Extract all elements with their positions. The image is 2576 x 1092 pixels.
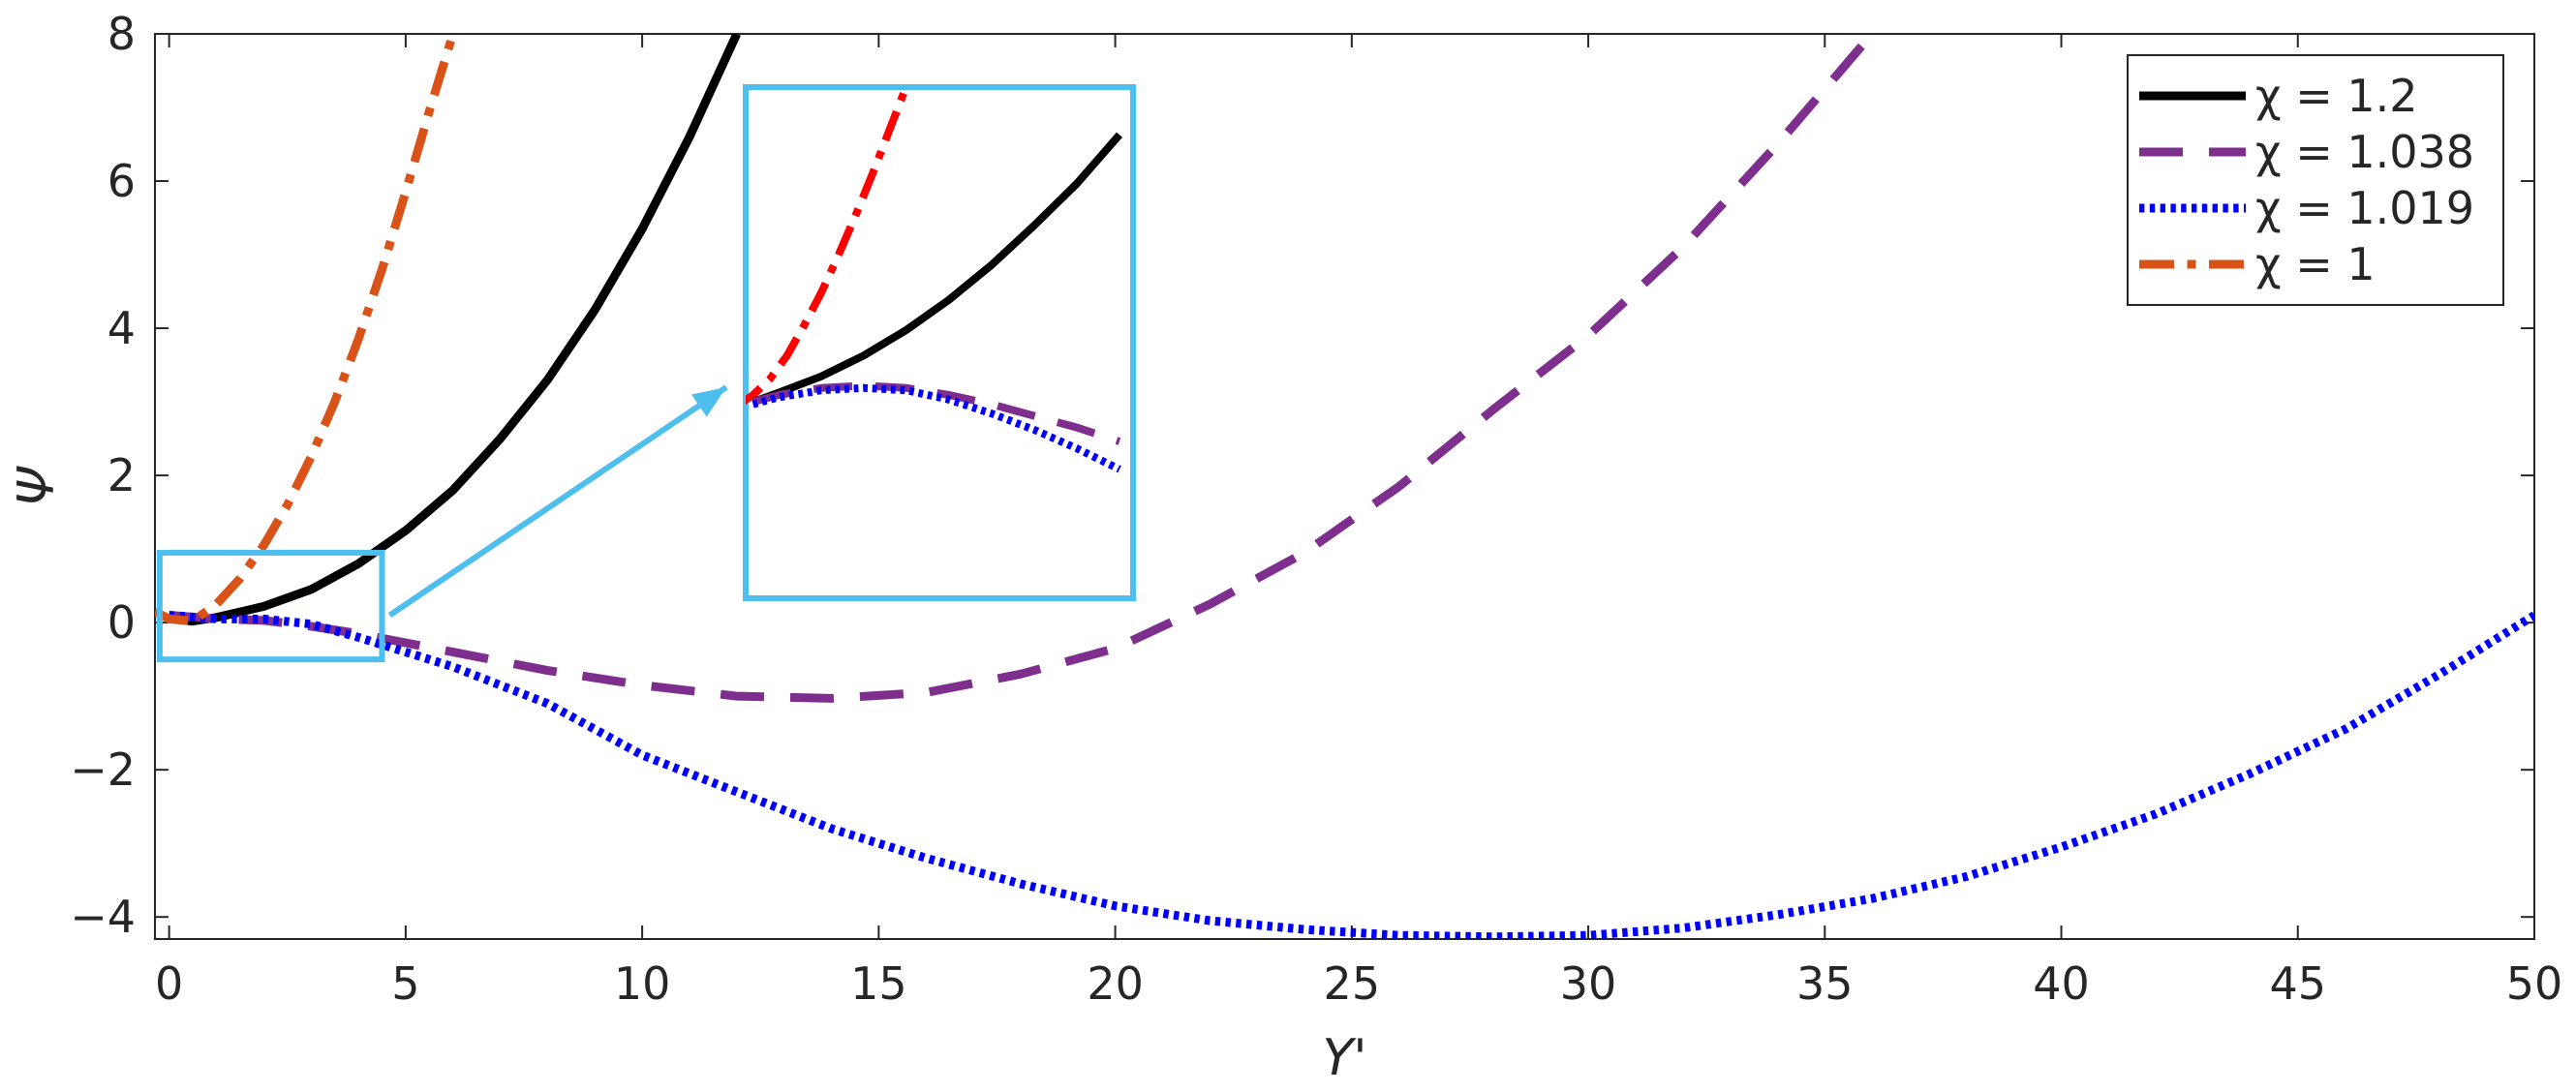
series-line-3 bbox=[169, 611, 2534, 939]
inset-curves bbox=[746, 87, 1123, 473]
x-tick-label: 5 bbox=[391, 957, 419, 1010]
legend-label-3: χ = 1.019 bbox=[2255, 182, 2474, 234]
legend-label-4: χ = 1 bbox=[2255, 238, 2376, 290]
y-tick-label: 4 bbox=[107, 302, 136, 354]
y-tick-label: −4 bbox=[70, 891, 136, 943]
x-tick-label: 35 bbox=[1796, 957, 1854, 1010]
series-line-1 bbox=[169, 34, 741, 626]
zoom-arrow-head bbox=[691, 387, 726, 417]
zoom-region-box bbox=[156, 549, 385, 663]
x-tick-label: 40 bbox=[2033, 957, 2090, 1010]
series-line-4 bbox=[155, 34, 458, 626]
inset-group bbox=[156, 84, 1136, 663]
x-tick-label: 10 bbox=[614, 957, 671, 1010]
inset-series-line-4 bbox=[751, 383, 1121, 473]
zoom-arrow bbox=[387, 384, 728, 619]
x-tick-label: 50 bbox=[2506, 957, 2563, 1010]
x-tick-label: 20 bbox=[1087, 957, 1144, 1010]
y-tick-label: −2 bbox=[70, 743, 136, 796]
x-tick-label: 45 bbox=[2269, 957, 2326, 1010]
x-tick-label: 25 bbox=[1324, 957, 1381, 1010]
y-tick-label: 8 bbox=[107, 8, 136, 60]
y-tick-label: 0 bbox=[107, 596, 136, 649]
series-group bbox=[155, 34, 2534, 939]
legend-label-1: χ = 1.2 bbox=[2255, 70, 2418, 122]
x-tick-label: 30 bbox=[1560, 957, 1617, 1010]
y-axis-label: Ψ bbox=[8, 466, 66, 506]
legend-label-2: χ = 1.038 bbox=[2255, 126, 2474, 178]
plot-frame bbox=[154, 33, 2535, 940]
y-tick-label: 6 bbox=[107, 155, 136, 207]
inset-series-line-2 bbox=[751, 132, 1123, 406]
x-tick-label: 0 bbox=[155, 957, 183, 1010]
x-tick-label: 15 bbox=[850, 957, 907, 1010]
y-tick-label: 2 bbox=[107, 449, 136, 501]
inset-box bbox=[743, 84, 1136, 601]
inset-series-line-1 bbox=[746, 87, 910, 406]
axes: 0 5 10 15 20 25 30 35 40 45 50 −4 −2 0 2 4 6 8 bbox=[70, 8, 2562, 1010]
x-axis-label: Y' bbox=[1322, 1029, 1366, 1087]
